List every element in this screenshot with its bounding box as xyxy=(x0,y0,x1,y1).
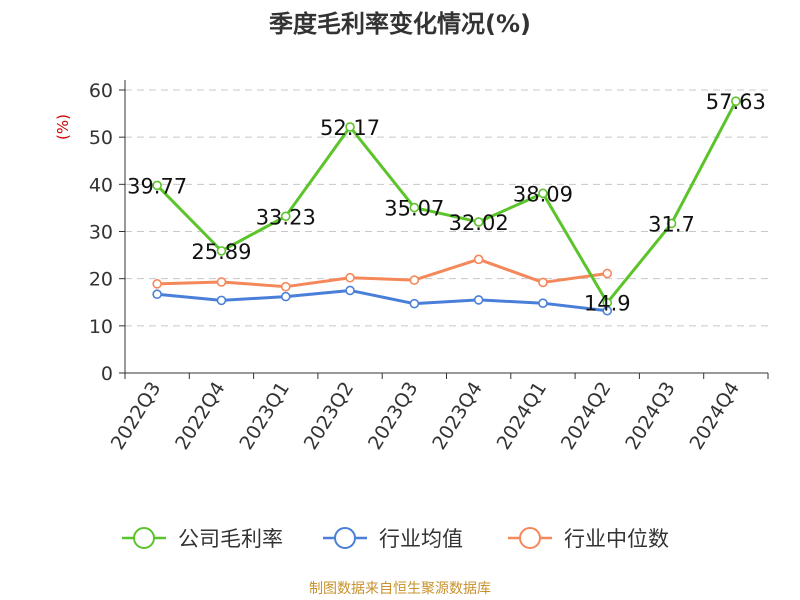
legend-marker xyxy=(334,527,356,549)
data-point xyxy=(345,272,355,283)
data-point xyxy=(538,277,548,288)
data-point xyxy=(473,295,484,305)
axes xyxy=(119,80,769,379)
data-point xyxy=(216,246,227,256)
legend-label: 行业中位数 xyxy=(564,527,669,551)
legend-marker xyxy=(133,527,155,549)
data-point xyxy=(473,217,484,227)
x-tick-label: 2024Q4 xyxy=(685,378,744,454)
data-point xyxy=(409,202,420,213)
y-tick-label: 30 xyxy=(89,222,113,244)
source-note: 制图数据来自恒生聚源数据库 xyxy=(309,581,491,597)
y-tick-label: 20 xyxy=(89,269,113,291)
x-tick-label: 2024Q2 xyxy=(557,378,616,454)
data-point xyxy=(666,218,677,229)
data-point xyxy=(345,285,355,296)
series-line xyxy=(157,257,608,289)
data-point xyxy=(345,122,355,132)
data-label: 33.23 xyxy=(256,205,316,229)
x-tick-label: 2024Q3 xyxy=(621,378,680,454)
legend[interactable]: 公司毛利率 行业均值 行业中位数 xyxy=(122,527,669,551)
data-point xyxy=(280,291,291,302)
data-label: 14.9 xyxy=(584,292,631,316)
data-point xyxy=(216,295,227,306)
chart-title: 季度毛利率变化情况(%) xyxy=(269,10,531,38)
data-point xyxy=(538,188,548,199)
x-tick-label: 2022Q3 xyxy=(107,378,166,454)
data-label: 39.77 xyxy=(127,174,187,198)
grid-lines xyxy=(125,89,768,327)
x-tick-label: 2023Q1 xyxy=(235,378,294,454)
y-tick-label: 60 xyxy=(89,80,113,102)
data-label: 31.7 xyxy=(648,212,695,236)
y-unit-label: (%) xyxy=(54,114,72,140)
x-tick-label: 2024Q1 xyxy=(493,378,552,454)
series-layer xyxy=(152,96,741,316)
data-point xyxy=(602,297,613,308)
data-point xyxy=(473,254,484,265)
data-point xyxy=(409,275,420,285)
data-label: 32.02 xyxy=(449,211,509,235)
legend-item[interactable]: 公司毛利率 xyxy=(122,527,283,551)
data-label: 35.07 xyxy=(384,197,444,221)
data-label: 38.09 xyxy=(513,182,573,206)
y-tick-labels: 0 10 20 30 40 50 60 xyxy=(89,80,113,385)
data-point xyxy=(280,211,291,222)
legend-label: 行业均值 xyxy=(379,527,463,551)
x-tick-labels: 2022Q3 2022Q4 2023Q1 2023Q2 2023Q3 2023Q4 2024… xyxy=(107,378,744,454)
y-tick-label: 0 xyxy=(101,363,113,385)
legend-marker xyxy=(519,527,541,549)
data-point xyxy=(409,298,420,309)
data-point xyxy=(152,289,162,300)
data-label: 25.89 xyxy=(191,240,251,264)
data-point xyxy=(731,96,741,106)
data-point xyxy=(152,279,162,289)
y-tick-label: 50 xyxy=(89,127,113,149)
legend-label: 公司毛利率 xyxy=(178,527,283,551)
legend-item[interactable]: 行业均值 xyxy=(323,527,463,551)
data-label: 57.63 xyxy=(706,90,766,114)
x-tick-label: 2023Q2 xyxy=(300,378,359,454)
x-tick-label: 2023Q3 xyxy=(364,378,423,454)
series-line xyxy=(157,288,608,313)
y-tick-label: 10 xyxy=(89,316,113,338)
legend-item[interactable]: 行业中位数 xyxy=(508,527,669,551)
data-point xyxy=(280,281,291,292)
series-line xyxy=(156,100,738,305)
data-point xyxy=(602,268,613,279)
data-point xyxy=(152,180,162,191)
data-point xyxy=(538,298,548,308)
data-label: 52.17 xyxy=(320,116,380,140)
data-point xyxy=(216,277,227,287)
y-tick-label: 40 xyxy=(89,174,113,196)
x-tick-label: 2022Q4 xyxy=(171,378,230,454)
x-tick-label: 2023Q4 xyxy=(428,378,487,454)
